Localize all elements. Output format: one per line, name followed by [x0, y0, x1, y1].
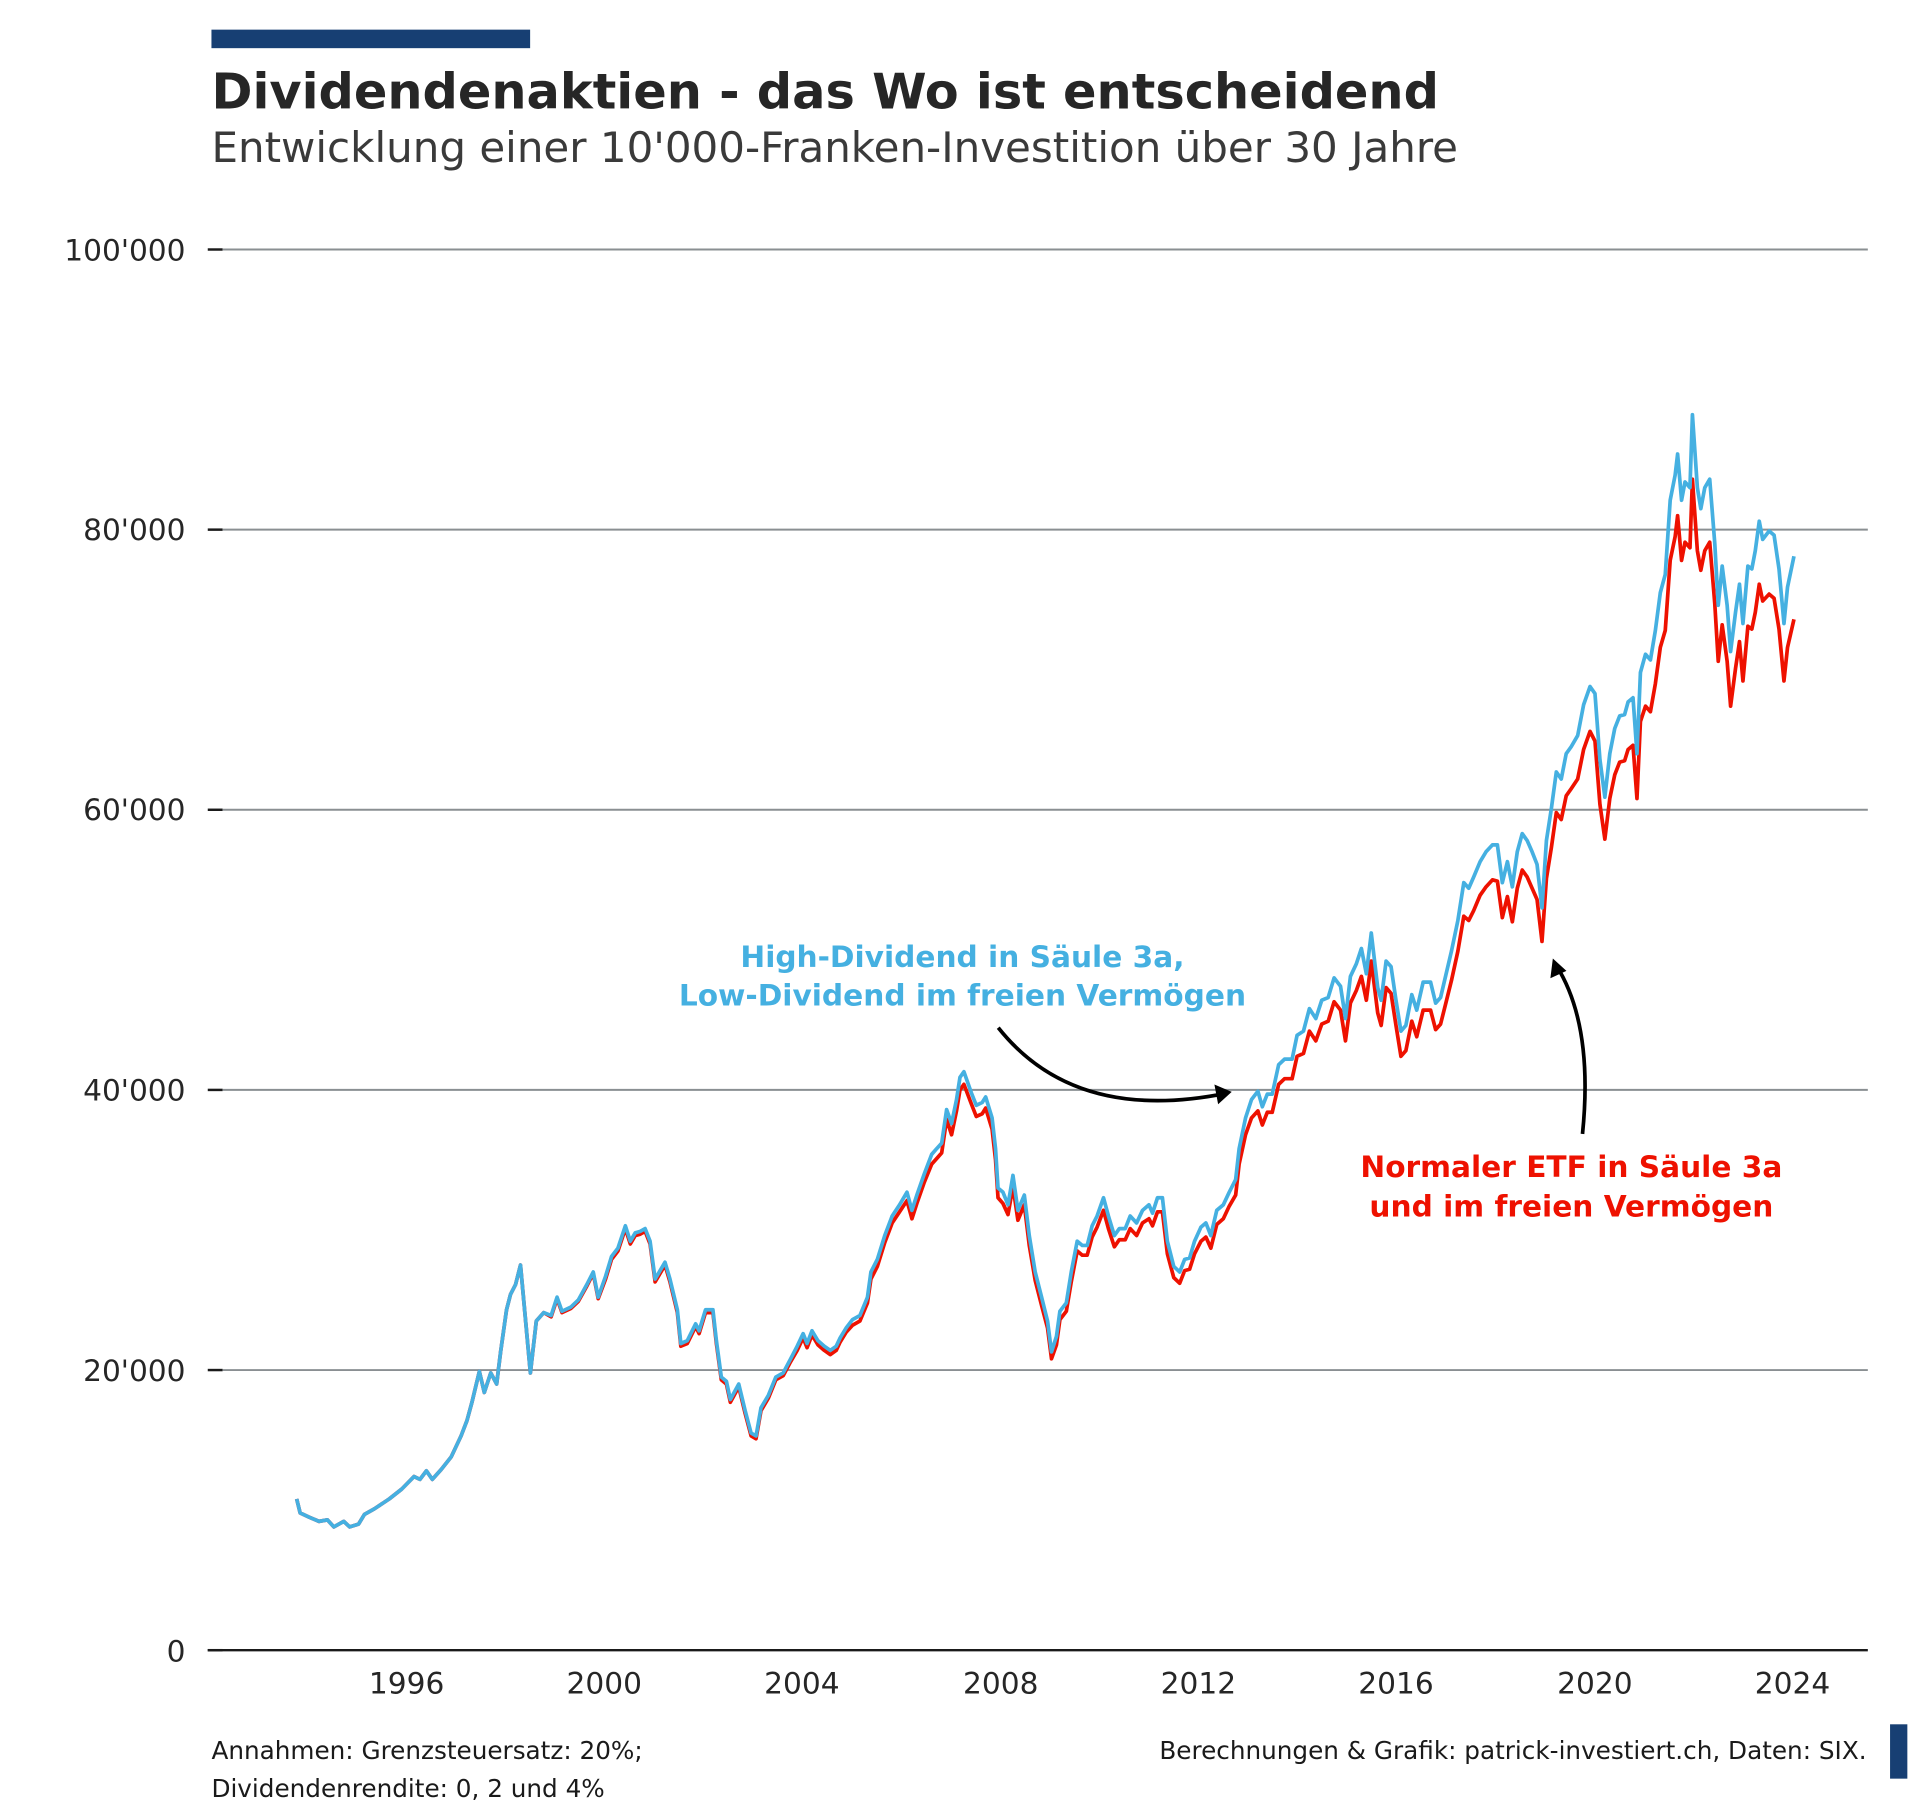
annotation-arrow-blue: [996, 1026, 1228, 1103]
x-tick-label: 2020: [1557, 1665, 1632, 1700]
arrowhead-icon: [1550, 958, 1567, 979]
annotation-red-line2: und im freien Vermögen: [1369, 1189, 1773, 1224]
x-tick-label: 2012: [1161, 1665, 1236, 1700]
y-tick-label: 100'000: [64, 233, 185, 268]
accent-bar: [211, 29, 531, 49]
annotation-blue-line1: High-Dividend in Säule 3a,: [740, 939, 1184, 974]
y-axis: 0 20'000 40'000 60'000 80'000 100'000: [64, 233, 185, 1669]
annotation-blue-line2: Low-Dividend im freien Vermögen: [679, 977, 1246, 1012]
annotation-normal-etf: Normaler ETF in Säule 3a und im freien V…: [1360, 958, 1782, 1224]
footer-accent-bar: [1890, 1724, 1908, 1779]
footnote-assumptions-1: Annahmen: Grenzsteuersatz: 20%;: [211, 1736, 642, 1765]
annotation-red-line1: Normaler ETF in Säule 3a: [1360, 1149, 1782, 1184]
x-tick-label: 2008: [963, 1665, 1038, 1700]
footnote-assumptions-2: Dividendenrendite: 0, 2 und 4%: [211, 1774, 604, 1803]
x-tick-label: 2016: [1358, 1665, 1433, 1700]
x-tick-label: 2024: [1755, 1665, 1830, 1700]
y-tick-label: 60'000: [83, 792, 185, 827]
chart-title: Dividendenaktien - das Wo ist entscheide…: [211, 63, 1439, 121]
y-tick-label: 20'000: [83, 1353, 185, 1388]
y-tick-label: 40'000: [83, 1073, 185, 1108]
annotation-arrow-red: [1554, 964, 1587, 1135]
x-tick-label: 2004: [764, 1665, 839, 1700]
x-tick-label: 2000: [567, 1665, 642, 1700]
footnote-source: Berechnungen & Grafik: patrick-investier…: [1159, 1736, 1866, 1765]
x-tick-label: 1996: [369, 1665, 444, 1700]
y-tick-label: 80'000: [83, 512, 185, 547]
y-tick-label: 0: [167, 1633, 186, 1668]
series-line-blue: [294, 412, 1796, 1529]
arrowhead-icon: [1214, 1084, 1232, 1105]
x-axis: 1996 2000 2004 2008 2012 2016 2020 2024: [369, 1665, 1830, 1700]
chart-subtitle: Entwicklung einer 10'000-Franken-Investi…: [211, 123, 1458, 172]
annotation-high-dividend: High-Dividend in Säule 3a, Low-Dividend …: [679, 939, 1246, 1105]
